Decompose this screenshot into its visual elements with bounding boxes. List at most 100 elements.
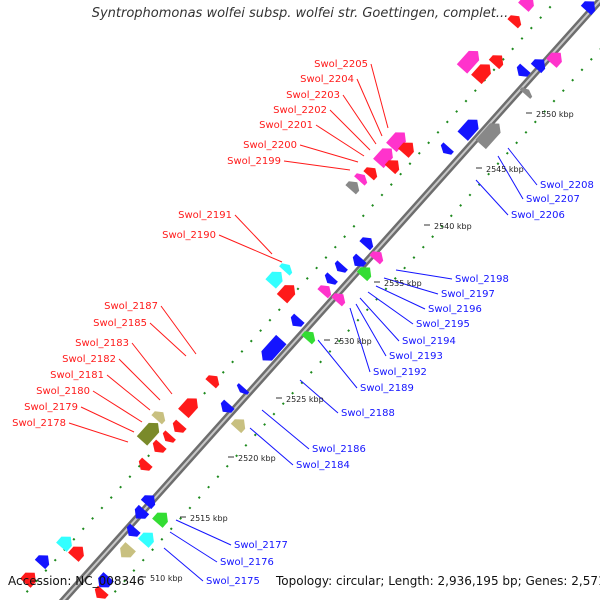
leader-line xyxy=(118,358,161,401)
gene-label-blue: Swol_2194 xyxy=(402,336,456,347)
gene-feature-red xyxy=(162,430,176,443)
gene-label-red: Swol_2199 xyxy=(227,156,281,167)
gene-feature-red xyxy=(276,285,296,304)
gene-feature-red xyxy=(488,55,504,70)
gene-feature-cyan xyxy=(265,271,283,289)
gene-feature-gray xyxy=(475,123,501,150)
leader-line xyxy=(80,406,135,433)
gene-feature-red xyxy=(363,167,378,181)
gene-feature-blue xyxy=(261,334,287,361)
gene-feature-red xyxy=(384,160,400,175)
gene-label-red: Swol_2181 xyxy=(50,370,104,381)
gene-label-blue: Swol_2208 xyxy=(540,180,594,191)
gene-label-red: Swol_2178 xyxy=(12,418,66,429)
gene-feature-blue xyxy=(34,555,50,570)
gene-label-blue: Swol_2188 xyxy=(341,408,395,419)
gene-feature-blue xyxy=(98,572,114,588)
gene-feature-red xyxy=(68,546,84,562)
gene-label-red: Swol_2191 xyxy=(178,210,232,221)
leader-line xyxy=(160,305,197,355)
leader-line xyxy=(497,155,524,200)
gene-label-blue: Swol_2177 xyxy=(234,540,288,551)
gene-label-blue: Swol_2186 xyxy=(312,444,366,455)
tick-label: 2535 kbp xyxy=(384,279,422,288)
gene-label-red: Swol_2203 xyxy=(286,90,340,101)
tick-label: 2550 kbp xyxy=(536,110,574,119)
gene-label-blue: Swol_2184 xyxy=(296,460,350,471)
gene-feature-red xyxy=(471,64,491,85)
accession-text: Accession: NC_008346 xyxy=(8,574,145,588)
leader-line xyxy=(92,390,143,423)
gene-label-red: Swol_2185 xyxy=(93,318,147,329)
leader-line xyxy=(355,303,387,357)
gene-label-blue: Swol_2176 xyxy=(220,557,274,568)
leader-line xyxy=(375,285,426,310)
gene-feature-red xyxy=(172,419,187,433)
gene-feature-blue xyxy=(457,119,479,141)
gene-label-red: Swol_2190 xyxy=(162,230,216,241)
gene-feature-magenta xyxy=(518,0,534,12)
gene-feature-red xyxy=(398,142,414,158)
tick-label: 2545 kbp xyxy=(486,165,524,174)
tick-label: 2525 kbp xyxy=(286,395,324,404)
tick-label: 2530 kbp xyxy=(334,337,372,346)
gene-label-red: Swol_2205 xyxy=(314,59,368,70)
gene-feature-blue xyxy=(516,63,531,77)
gene-label-blue: Swol_2193 xyxy=(389,351,443,362)
leader-line xyxy=(249,427,294,466)
leader-line xyxy=(283,160,351,171)
leader-line xyxy=(68,422,129,443)
leader-line xyxy=(175,519,232,546)
gene-label-red: Swol_2182 xyxy=(62,354,116,365)
gene-feature-magenta xyxy=(456,50,480,74)
leader-line xyxy=(475,179,509,216)
gene-feature-blue xyxy=(290,313,305,327)
leader-line xyxy=(370,63,389,129)
leader-line xyxy=(359,297,400,342)
gene-feature-khaki xyxy=(230,419,246,434)
leader-line xyxy=(131,342,173,395)
leader-line xyxy=(106,374,151,411)
gene-label-blue: Swol_2192 xyxy=(373,367,427,378)
gene-feature-red xyxy=(205,375,220,389)
gene-feature-red xyxy=(507,15,522,29)
gene-feature-blue xyxy=(440,142,454,155)
gene-feature-blue xyxy=(580,1,596,16)
gene-feature-cyan xyxy=(56,536,72,552)
gene-feature-gray xyxy=(519,87,533,99)
leader-line xyxy=(299,144,359,163)
gene-feature-green xyxy=(356,267,372,282)
gene-label-blue: Swol_2189 xyxy=(360,383,414,394)
gene-label-red: Swol_2179 xyxy=(24,402,78,413)
gene-feature-cyan xyxy=(279,263,293,276)
leader-line xyxy=(261,409,310,450)
gene-feature-blue xyxy=(134,504,150,519)
leader-line xyxy=(163,547,204,582)
gene-feature-red xyxy=(178,398,198,419)
gene-feature-blue xyxy=(324,272,338,285)
leader-line xyxy=(367,291,414,325)
tick-label: 2540 kbp xyxy=(434,222,472,231)
gene-feature-gray xyxy=(345,181,360,195)
gene-feature-magenta xyxy=(546,52,562,68)
gene-label-red: Swol_2201 xyxy=(259,120,313,131)
gene-feature-olive xyxy=(136,422,160,446)
gene-feature-red xyxy=(20,572,36,588)
leader-line xyxy=(329,109,371,151)
gene-feature-blue xyxy=(126,523,141,537)
gene-feature-magenta xyxy=(354,173,368,186)
leader-line xyxy=(149,322,187,357)
gene-feature-green xyxy=(301,331,316,345)
leader-line xyxy=(356,78,383,137)
map-title: Syntrophomonas wolfei subsp. wolfei str.… xyxy=(91,6,509,21)
leader-line xyxy=(507,147,538,186)
gene-feature-red xyxy=(94,585,109,599)
leader-line xyxy=(349,307,371,373)
gene-label-red: Swol_2202 xyxy=(273,105,327,116)
gene-feature-green xyxy=(152,512,168,528)
tick-label: 2515 kbp xyxy=(190,514,228,523)
gene-label-red: Swol_2183 xyxy=(75,338,129,349)
gene-feature-blue xyxy=(236,383,250,395)
gene-feature-cyan xyxy=(138,532,154,548)
